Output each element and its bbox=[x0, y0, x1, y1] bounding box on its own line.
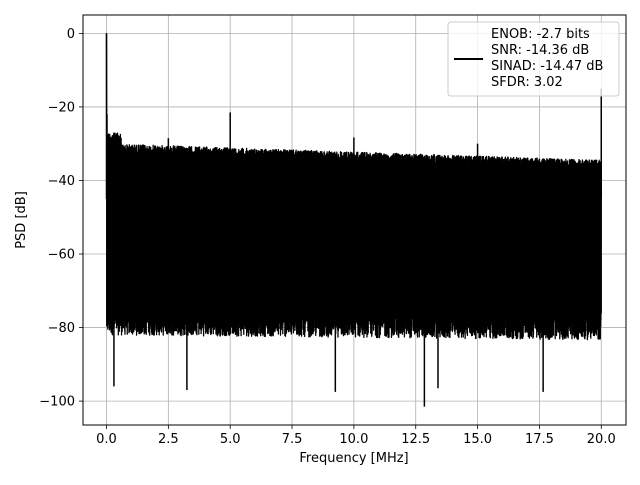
series-group bbox=[105, 33, 603, 407]
y-tick-label: −100 bbox=[39, 395, 75, 410]
x-tick-label: 0.0 bbox=[96, 432, 117, 447]
y-tick-label: −40 bbox=[48, 174, 75, 189]
y-tick-label: −80 bbox=[48, 321, 75, 336]
y-tick-label: 0 bbox=[67, 27, 75, 42]
y-axis-label: PSD [dB] bbox=[14, 191, 29, 249]
x-tick-label: 2.5 bbox=[158, 432, 179, 447]
legend-sfdr: SFDR: 3.02 bbox=[491, 75, 563, 90]
legend-sinad: SINAD: -14.47 dB bbox=[491, 59, 603, 74]
y-tick-label: −20 bbox=[48, 100, 75, 115]
x-tick-label: 12.5 bbox=[401, 432, 430, 447]
x-tick-label: 7.5 bbox=[282, 432, 303, 447]
x-tick-label: 17.5 bbox=[525, 432, 554, 447]
x-tick-label: 5.0 bbox=[220, 432, 241, 447]
y-axis-ticks: 0 −20 −40 −60 −80 −100 bbox=[39, 27, 83, 410]
legend-enob: ENOB: -2.7 bits bbox=[491, 27, 590, 42]
x-axis-ticks: 0.0 2.5 5.0 7.5 10.0 12.5 15.0 17.5 20.0 bbox=[96, 425, 616, 447]
y-tick-label: −60 bbox=[48, 248, 75, 263]
x-tick-label: 20.0 bbox=[587, 432, 616, 447]
plot-frame bbox=[82, 14, 627, 426]
legend: ENOB: -2.7 bits SNR: -14.36 dB SINAD: -1… bbox=[447, 21, 620, 97]
legend-snr: SNR: -14.36 dB bbox=[491, 43, 589, 58]
x-tick-label: 10.0 bbox=[339, 432, 368, 447]
x-axis-label: Frequency [MHz] bbox=[299, 451, 408, 466]
x-tick-label: 15.0 bbox=[463, 432, 492, 447]
legend-box bbox=[447, 21, 620, 97]
